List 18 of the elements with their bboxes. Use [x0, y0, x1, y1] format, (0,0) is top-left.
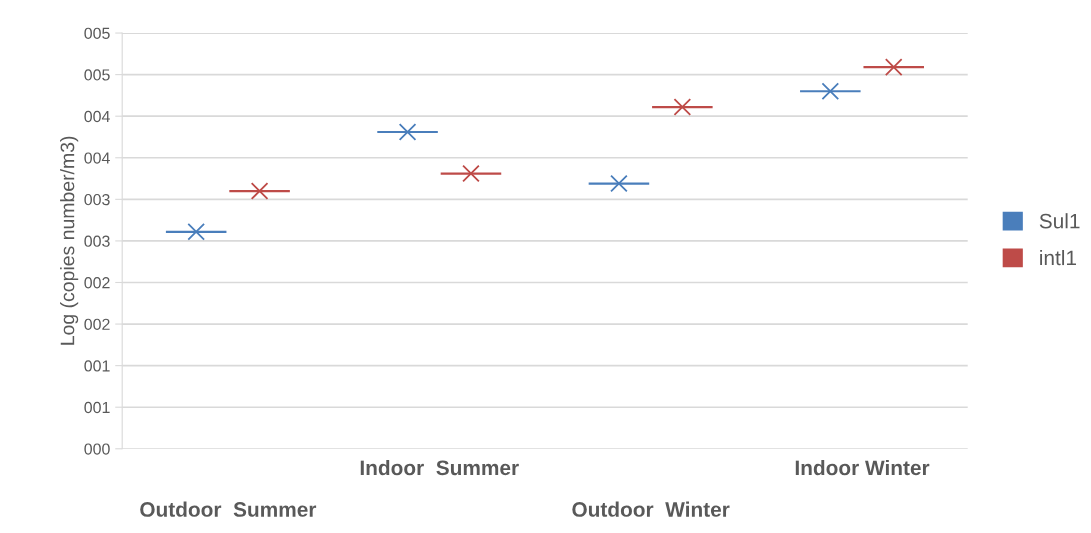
x-tick-label: Indoor Summer — [360, 459, 519, 476]
y-tick-label: 004 — [84, 110, 110, 123]
y-tick-label: 004 — [84, 152, 110, 164]
y-tick-label: 003 — [84, 235, 110, 247]
y-tick-label: 001 — [84, 401, 110, 414]
y-tick-label: 005 — [84, 69, 110, 81]
y-tick-label: 001 — [84, 360, 110, 372]
y-tick-label: 003 — [84, 193, 110, 206]
y-tick-label: 002 — [84, 318, 110, 331]
legend-label: Sul1 — [1039, 213, 1080, 229]
y-axis-title: Log (copies number/m3) — [60, 136, 79, 345]
x-tick-label: Outdoor Summer — [140, 501, 317, 517]
x-tick-label: Outdoor Winter — [572, 501, 730, 517]
legend-label: intl1 — [1040, 249, 1076, 266]
y-tick-label: 002 — [84, 277, 110, 289]
y-tick-label: 000 — [84, 443, 110, 455]
y-tick-label: 005 — [84, 27, 110, 39]
x-tick-label: Indoor Winter — [795, 459, 930, 476]
